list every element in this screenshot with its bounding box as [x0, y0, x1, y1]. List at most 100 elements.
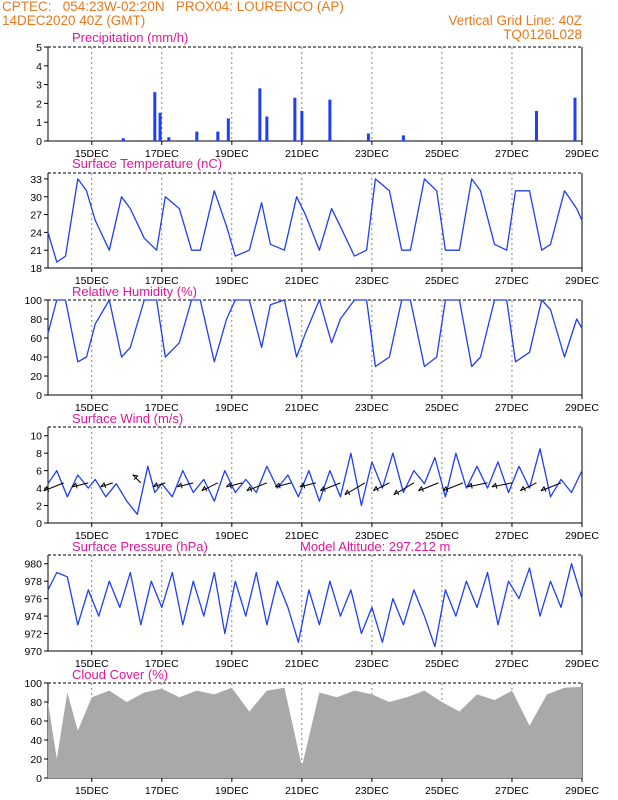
- x-tick-label: 27DEC: [495, 658, 529, 670]
- y-tick-label: 974: [24, 611, 42, 623]
- y-tick-label: 21: [30, 245, 42, 257]
- wind-vector: [520, 482, 537, 492]
- wind-arrowhead: [132, 474, 139, 481]
- wind-vector: [418, 482, 439, 492]
- x-tick-label: 25DEC: [425, 658, 459, 670]
- wind-vector: [320, 482, 341, 492]
- y-tick-label: 80: [30, 314, 42, 326]
- wind-vector: [226, 482, 243, 488]
- y-tick-label: 100: [24, 295, 42, 307]
- wind-arrowhead: [442, 485, 449, 492]
- x-tick-label: 27DEC: [495, 402, 529, 414]
- y-tick-label: 27: [30, 210, 42, 222]
- precip-bar: [401, 135, 405, 141]
- x-tick-label: 15DEC: [75, 530, 109, 542]
- y-tick-label: 100: [24, 678, 42, 690]
- y-tick-label: 24: [30, 227, 42, 239]
- y-tick-label: 980: [24, 559, 42, 571]
- wind-arrowhead: [246, 485, 253, 492]
- wind-arrowhead: [152, 482, 159, 489]
- x-tick-label: 17DEC: [145, 785, 179, 797]
- x-tick-label: 23DEC: [355, 402, 389, 414]
- x-tick-label: 17DEC: [145, 530, 179, 542]
- x-tick-label: 23DEC: [355, 785, 389, 797]
- wind-arrowhead: [372, 485, 379, 492]
- x-tick-label: 25DEC: [425, 402, 459, 414]
- x-tick-label: 17DEC: [145, 658, 179, 670]
- x-tick-label: 29DEC: [565, 530, 599, 542]
- wind-vector: [467, 482, 488, 488]
- wind-arrowhead: [71, 482, 78, 489]
- y-tick-label: 972: [24, 629, 42, 641]
- wind-vector: [72, 482, 89, 488]
- wind-arrowhead: [275, 482, 281, 489]
- x-tick-label: 15DEC: [75, 148, 109, 160]
- wind-vector: [393, 482, 415, 496]
- precip-bar: [293, 97, 297, 141]
- x-tick-label: 19DEC: [215, 148, 249, 160]
- y-tick-label: 978: [24, 576, 42, 588]
- header-line2-left: 14DEC2020 40Z (GMT): [2, 13, 146, 28]
- wind-vector: [373, 482, 390, 492]
- x-tick-label: 21DEC: [285, 275, 319, 287]
- x-tick-label: 21DEC: [285, 658, 319, 670]
- panel-4: 970 972 974 976 978 980 15DEC 17DEC 19DEC 21DEC 23…: [24, 539, 599, 670]
- y-tick-label: 970: [24, 646, 42, 658]
- x-tick-label: 25DEC: [425, 148, 459, 160]
- x-tick-label: 27DEC: [495, 275, 529, 287]
- series-line: [47, 178, 583, 263]
- precip-bar: [195, 131, 199, 141]
- y-tick-label: 60: [30, 333, 42, 345]
- y-tick-label: 80: [30, 697, 42, 709]
- wind-vector: [275, 482, 292, 488]
- x-tick-label: 19DEC: [215, 402, 249, 414]
- y-tick-label: 3: [36, 80, 42, 92]
- x-tick-label: 29DEC: [565, 148, 599, 160]
- precip-bar: [265, 116, 269, 141]
- wind-arrowhead: [491, 482, 498, 489]
- wind-arrowhead: [540, 485, 547, 492]
- x-tick-label: 27DEC: [495, 785, 529, 797]
- wind-vector: [246, 482, 268, 492]
- x-tick-label: 15DEC: [75, 658, 109, 670]
- precip-bar: [534, 110, 538, 141]
- panel-title: Precipitation (mm/h): [72, 30, 188, 45]
- panel-title: Surface Temperature (nC): [72, 156, 222, 171]
- precip-bar: [328, 99, 332, 141]
- y-tick-label: 0: [36, 136, 42, 148]
- panel-title: Cloud Cover (%): [72, 667, 168, 682]
- y-tick-label: 40: [30, 735, 42, 747]
- x-tick-label: 19DEC: [215, 530, 249, 542]
- header-line1-left: CPTEC: 054:23W-02:20N PROX04: LOURENCO (…: [2, 0, 344, 14]
- precip-bar: [366, 133, 370, 141]
- x-tick-label: 17DEC: [145, 148, 179, 160]
- x-tick-label: 15DEC: [75, 275, 109, 287]
- series-line: [47, 299, 583, 368]
- precip-bar: [121, 138, 125, 141]
- x-tick-label: 17DEC: [145, 275, 179, 287]
- x-tick-label: 17DEC: [145, 402, 179, 414]
- wind-vector: [43, 482, 64, 492]
- wind-vector: [100, 482, 113, 488]
- y-tick-label: 5: [36, 42, 42, 54]
- panel-title: Relative Humidity (%): [72, 284, 197, 299]
- x-tick-label: 15DEC: [75, 402, 109, 414]
- x-tick-label: 25DEC: [425, 530, 459, 542]
- y-tick-label: 0: [36, 773, 42, 785]
- x-tick-label: 23DEC: [355, 148, 389, 160]
- panel-2: 0 20 40 60 80 100 15DEC 17DEC 19DEC 21DEC 23DEC 25D…: [24, 284, 599, 414]
- x-tick-label: 29DEC: [565, 658, 599, 670]
- wind-arrowhead: [344, 489, 351, 496]
- wind-vector: [491, 482, 513, 488]
- y-tick-label: 33: [30, 174, 42, 186]
- y-tick-label: 976: [24, 594, 42, 606]
- wind-arrowhead: [176, 482, 183, 489]
- header-line3-right: TQ0126L028: [503, 27, 582, 42]
- wind-vector: [201, 482, 219, 492]
- precip-bar: [258, 88, 262, 141]
- y-tick-label: 0: [36, 390, 42, 402]
- precip-bar: [158, 112, 162, 141]
- wind-arrowhead: [43, 485, 50, 492]
- y-tick-label: 4: [36, 61, 42, 73]
